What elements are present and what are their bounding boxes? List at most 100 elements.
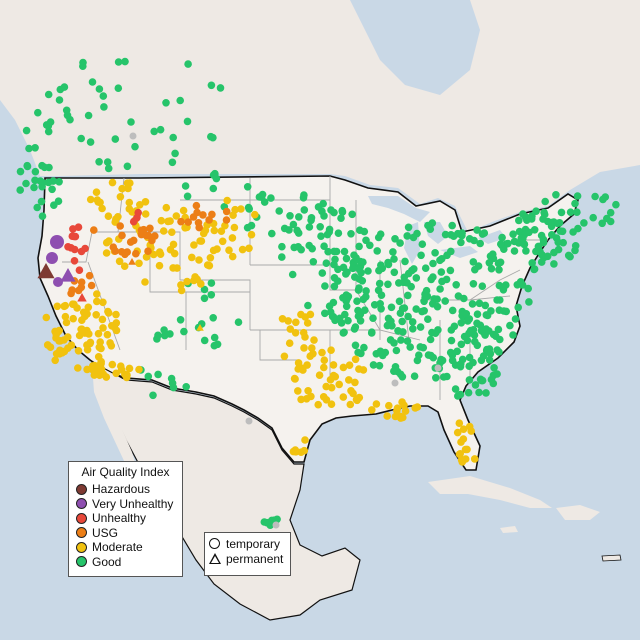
monitor-site: [427, 351, 435, 360]
monitor-site: [343, 294, 352, 303]
monitor-site: [52, 330, 60, 339]
monitor-site: [237, 205, 245, 213]
monitor-site: [383, 412, 392, 420]
monitor-site: [243, 223, 252, 232]
monitor-site: [515, 216, 523, 225]
monitor-site: [300, 206, 309, 214]
monitor-site: [75, 266, 84, 275]
monitor-site: [79, 308, 88, 317]
monitor-site: [417, 251, 425, 260]
monitor-site: [310, 336, 318, 344]
monitor-site: [409, 325, 417, 333]
monitor-site: [177, 286, 186, 295]
monitor-site: [389, 248, 397, 256]
monitor-site: [496, 258, 505, 267]
monitor-site: [447, 326, 456, 334]
monitor-site: [436, 285, 444, 293]
monitor-site: [135, 259, 143, 268]
permanent-monitor-site: [37, 263, 55, 279]
monitor-site: [125, 198, 134, 207]
monitor-site: [461, 455, 470, 463]
monitor-site: [317, 232, 325, 240]
monitor-site: [412, 305, 421, 313]
legend-label: Very Unhealthy: [92, 496, 174, 511]
very-unhealthy-swatch-icon: [76, 498, 87, 510]
monitor-site: [209, 246, 218, 255]
monitor-site: [154, 331, 162, 340]
monitor-site: [362, 287, 370, 295]
monitor-site: [509, 230, 517, 238]
monitor-site: [116, 193, 125, 201]
monitor-site: [31, 167, 40, 176]
baja-california: [92, 364, 140, 480]
monitor-site: [459, 435, 468, 443]
monitor-site: [142, 253, 151, 261]
monitor-site: [74, 364, 82, 372]
monitor-site: [104, 164, 113, 173]
monitor-site: [149, 250, 158, 259]
monitor-site: [87, 281, 96, 290]
monitor-site: [50, 201, 58, 209]
monitor-site: [70, 300, 78, 309]
monitor-site: [199, 211, 207, 219]
monitor-site: [321, 282, 329, 290]
monitor-site: [304, 301, 312, 310]
monitor-site: [486, 350, 495, 358]
monitor-site: [554, 245, 563, 254]
monitor-site: [112, 326, 121, 335]
monitor-site: [295, 213, 303, 221]
monitor-site: [294, 387, 302, 395]
monitor-site: [197, 237, 206, 245]
monitor-site: [421, 264, 430, 273]
monitor-site: [411, 404, 420, 412]
monitor-site: [369, 361, 378, 369]
monitor-site: [278, 242, 286, 251]
monitor-site: [400, 273, 409, 282]
monitor-site: [370, 301, 379, 309]
monitor-site: [340, 247, 349, 256]
monitor-site: [280, 352, 289, 361]
monitor-site: [448, 221, 457, 230]
monitor-site: [243, 183, 252, 191]
monitor-site: [37, 197, 46, 206]
monitor-site: [410, 265, 418, 273]
monitor-site: [403, 232, 412, 240]
monitor-site: [112, 310, 120, 319]
monitor-site: [368, 328, 376, 337]
monitor-site: [573, 208, 581, 216]
monitor-site: [490, 364, 498, 372]
monitor-site: [539, 215, 547, 223]
monitor-site: [330, 247, 338, 256]
monitor-site: [469, 258, 478, 266]
monitor-site: [429, 259, 437, 268]
legend-item-moderate: Moderate: [69, 540, 182, 555]
monitor-site: [326, 308, 335, 316]
monitor-site: [90, 226, 98, 234]
monitor-site: [387, 303, 396, 312]
monitor-site: [157, 216, 166, 225]
permanent-monitor-site: [60, 268, 76, 282]
monitor-site: [432, 374, 440, 382]
monitor-site: [398, 373, 407, 381]
monitor-site: [300, 446, 309, 455]
monitor-site: [398, 398, 406, 406]
monitor-site: [446, 266, 455, 275]
monitor-site: [554, 238, 562, 247]
monitor-site: [606, 217, 615, 226]
monitor-site: [424, 221, 432, 230]
monitor-site: [454, 392, 462, 400]
legend-item-unhealthy: Unhealthy: [69, 511, 182, 526]
monitor-site: [96, 198, 104, 207]
monitor-site: [228, 252, 237, 261]
monitor-site: [127, 118, 135, 126]
monitor-site: [209, 184, 218, 193]
monitor-site: [93, 290, 101, 298]
monitor-site: [493, 370, 501, 378]
monitor-site: [406, 343, 415, 351]
monitor-site: [393, 406, 401, 415]
monitor-site: [166, 330, 174, 338]
monitor-site: [377, 261, 385, 270]
monitor-site: [85, 330, 93, 338]
monitor-site: [300, 344, 308, 352]
monitor-site: [318, 269, 327, 277]
